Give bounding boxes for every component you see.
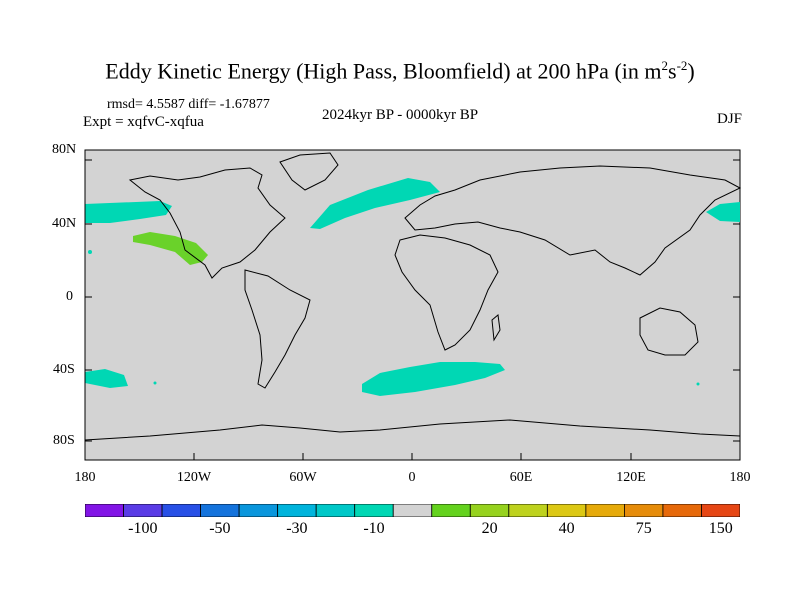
coastlines bbox=[84, 152, 742, 441]
colorbar-box bbox=[277, 504, 317, 517]
coast-europe-asia bbox=[404, 165, 742, 276]
axis-ticks bbox=[84, 150, 740, 460]
colorbar bbox=[85, 504, 740, 517]
stats-text: rmsd= 4.5587 diff= -1.67877 bbox=[107, 97, 270, 112]
colorbar-box bbox=[238, 504, 279, 517]
colorbar-box bbox=[85, 504, 124, 517]
anomaly-patch-w-pacific bbox=[706, 202, 740, 222]
colorbar-label: 150 bbox=[708, 520, 733, 537]
anomaly-patch-n-atlantic bbox=[310, 178, 440, 229]
coast-madagascar bbox=[491, 314, 501, 342]
experiment-label: Expt = xqfvC-xqfua bbox=[83, 114, 204, 130]
colorbar-box bbox=[315, 504, 356, 517]
coast-australia bbox=[639, 307, 699, 356]
colorbar-box bbox=[431, 504, 471, 517]
colorbar-box bbox=[123, 504, 163, 517]
colorbar-box bbox=[469, 504, 510, 517]
season-label: DJF bbox=[716, 111, 742, 127]
anomaly-patches bbox=[85, 178, 740, 396]
lon-label: 120E bbox=[616, 470, 646, 485]
coast-greenland bbox=[279, 152, 339, 191]
lon-label: 0 bbox=[408, 470, 416, 485]
colorbar-label: -50 bbox=[209, 520, 231, 537]
anomaly-patch-s-pacific bbox=[85, 369, 128, 388]
lon-label: 60E bbox=[509, 470, 533, 485]
colorbar-label: 40 bbox=[558, 520, 575, 537]
colorbar-box bbox=[161, 504, 201, 517]
anomaly-dot bbox=[696, 382, 700, 386]
colorbar-box bbox=[200, 504, 240, 517]
colorbar-box bbox=[585, 504, 625, 517]
lon-label: 60W bbox=[289, 470, 317, 485]
anomaly-patch-s-indian bbox=[362, 362, 505, 396]
lat-label: 80S bbox=[53, 433, 75, 448]
map-title: Eddy Kinetic Energy (High Pass, Bloomfie… bbox=[105, 58, 695, 84]
coast-south-america bbox=[244, 269, 311, 389]
colorbar-label: -10 bbox=[363, 520, 385, 537]
lat-label: 40S bbox=[53, 362, 75, 377]
colorbar-box bbox=[662, 504, 702, 517]
anomaly-patch-n-pacific bbox=[85, 201, 172, 223]
period-label: 2024kyr BP - 0000kyr BP bbox=[322, 107, 479, 123]
colorbar-label: -100 bbox=[128, 520, 158, 537]
lat-label: 40N bbox=[52, 216, 77, 231]
coast-antarctica bbox=[84, 419, 741, 441]
lon-label: 180 bbox=[74, 470, 96, 485]
coast-africa bbox=[394, 234, 499, 351]
anomaly-dot bbox=[153, 381, 157, 385]
lon-label: 120W bbox=[176, 470, 212, 485]
colorbar-box bbox=[546, 504, 587, 517]
colorbar-box bbox=[701, 504, 740, 517]
lat-label: 80N bbox=[52, 142, 77, 157]
lon-label: 180 bbox=[729, 470, 751, 485]
anomaly-dot bbox=[88, 250, 92, 254]
colorbar-label: -30 bbox=[286, 520, 308, 537]
colorbar-box bbox=[624, 504, 664, 517]
colorbar-label: 75 bbox=[635, 520, 652, 537]
map-frame bbox=[84, 149, 741, 461]
coast-north-america bbox=[128, 167, 286, 279]
lat-label: 0 bbox=[66, 289, 73, 304]
colorbar-label: 20 bbox=[481, 520, 498, 537]
colorbar-box bbox=[508, 504, 548, 517]
anomaly-patch-mexico bbox=[133, 232, 208, 265]
colorbar-box bbox=[354, 504, 394, 517]
colorbar-box bbox=[392, 504, 433, 517]
